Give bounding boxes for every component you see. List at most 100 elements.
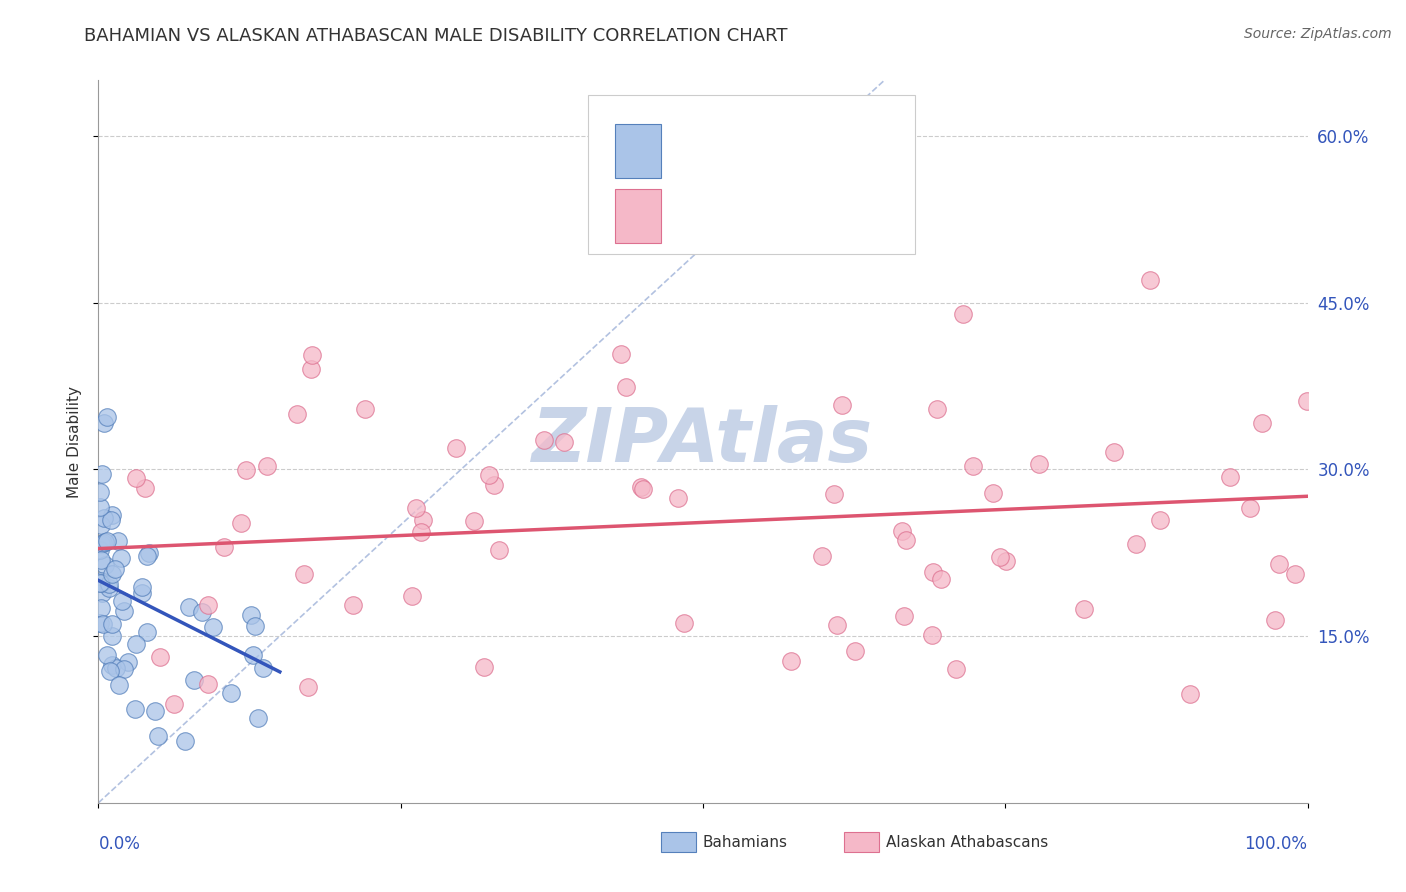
FancyBboxPatch shape xyxy=(614,124,661,178)
Point xyxy=(952,307,974,321)
Point xyxy=(285,407,308,421)
Point xyxy=(90,553,112,567)
Text: Bahamians: Bahamians xyxy=(703,835,787,849)
Point xyxy=(1268,558,1291,572)
Point xyxy=(297,680,319,694)
Point xyxy=(96,648,118,662)
Text: 0.0%: 0.0% xyxy=(98,835,141,854)
Point xyxy=(90,574,112,589)
Text: ZIPAtlas: ZIPAtlas xyxy=(533,405,873,478)
Point xyxy=(962,458,984,473)
Point xyxy=(135,624,157,639)
Point xyxy=(246,711,269,725)
Text: 100.0%: 100.0% xyxy=(1244,835,1308,854)
Point xyxy=(107,533,129,548)
Point xyxy=(1251,416,1274,430)
Point xyxy=(183,673,205,687)
Point xyxy=(1219,469,1241,483)
Point xyxy=(412,513,434,527)
Point xyxy=(299,362,322,376)
Point xyxy=(143,704,166,718)
Point xyxy=(844,643,866,657)
Text: R = 0.338: R = 0.338 xyxy=(679,142,769,160)
Point xyxy=(101,566,124,581)
Text: Source: ZipAtlas.com: Source: ZipAtlas.com xyxy=(1244,27,1392,41)
Point xyxy=(239,607,262,622)
Point xyxy=(893,609,915,624)
Point xyxy=(101,617,124,632)
Point xyxy=(256,458,278,473)
Point xyxy=(472,660,495,674)
Point xyxy=(988,550,1011,565)
Point xyxy=(134,481,156,495)
Point xyxy=(112,604,135,618)
Point xyxy=(104,562,127,576)
Point xyxy=(90,576,112,591)
Point xyxy=(1139,273,1161,287)
Point xyxy=(927,402,949,417)
Point xyxy=(1264,613,1286,627)
Point xyxy=(533,434,555,448)
Point xyxy=(89,485,111,500)
Point xyxy=(292,566,315,581)
Point xyxy=(823,487,845,501)
Point xyxy=(131,580,153,594)
Point xyxy=(98,665,121,679)
Point xyxy=(89,542,111,557)
Point xyxy=(90,600,112,615)
Point xyxy=(931,572,953,586)
Point xyxy=(97,576,120,591)
Point xyxy=(243,619,266,633)
Text: BAHAMIAN VS ALASKAN ATHABASCAN MALE DISABILITY CORRELATION CHART: BAHAMIAN VS ALASKAN ATHABASCAN MALE DISA… xyxy=(84,27,787,45)
Point xyxy=(825,618,848,632)
Point xyxy=(922,566,945,580)
Point xyxy=(100,508,122,523)
Point xyxy=(1102,445,1125,459)
Point xyxy=(146,729,169,743)
Point xyxy=(235,463,257,477)
Point xyxy=(242,648,264,662)
Point xyxy=(1149,513,1171,527)
Point xyxy=(112,662,135,676)
Point xyxy=(894,533,917,548)
Point xyxy=(444,442,467,456)
Point xyxy=(93,416,115,430)
Point xyxy=(666,491,689,506)
Point xyxy=(201,619,224,633)
Point xyxy=(163,697,186,711)
Point xyxy=(125,637,148,651)
Point xyxy=(811,549,834,564)
Point xyxy=(219,686,242,700)
Point xyxy=(229,516,252,530)
Point xyxy=(98,581,121,595)
Point xyxy=(191,605,214,619)
Point xyxy=(174,734,197,748)
Point xyxy=(100,657,122,672)
Point xyxy=(179,600,201,615)
Point xyxy=(488,542,510,557)
Point xyxy=(138,546,160,560)
Point xyxy=(94,535,117,549)
Point xyxy=(89,616,111,631)
Point xyxy=(212,541,235,555)
Point xyxy=(1178,688,1201,702)
Point xyxy=(482,477,505,491)
Point xyxy=(90,585,112,599)
Text: N = 68: N = 68 xyxy=(800,207,862,225)
Point xyxy=(891,524,914,538)
Point xyxy=(93,616,115,631)
Point xyxy=(93,511,115,525)
Point xyxy=(478,468,501,483)
Point xyxy=(921,628,943,642)
Point xyxy=(981,485,1004,500)
Point xyxy=(401,589,423,603)
Point xyxy=(405,501,427,516)
Point xyxy=(411,524,433,539)
Point xyxy=(673,615,696,630)
Point xyxy=(94,558,117,572)
Text: Alaskan Athabascans: Alaskan Athabascans xyxy=(886,835,1047,849)
Point xyxy=(1125,537,1147,551)
FancyBboxPatch shape xyxy=(588,95,915,253)
Point xyxy=(149,649,172,664)
Point xyxy=(630,480,652,494)
